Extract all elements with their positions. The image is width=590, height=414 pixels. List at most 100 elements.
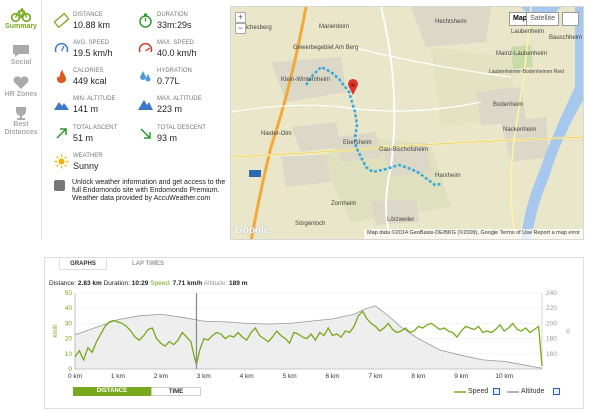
nav-distances-label: Distances [4, 129, 38, 136]
x-tick-label: 10 km [495, 373, 513, 380]
mountain-min-icon [54, 102, 69, 110]
stopwatch-icon [139, 13, 152, 28]
legend-speed-label: Speed [468, 388, 489, 395]
x-tick-label: 3 km [197, 373, 211, 380]
map-place-label: Zornheim [331, 201, 357, 207]
stat-max-altitude-label: MAX. ALTITUDE [157, 96, 202, 102]
stat-distance: DISTANCE 10.88 km [54, 12, 144, 34]
y-tick-label: 10 [65, 351, 73, 358]
legend-altitude-swatch [507, 391, 519, 393]
stat-max-altitude: MAX. ALTITUDE 223 m [138, 96, 228, 118]
stat-duration-value: 33m:29s [157, 20, 192, 30]
tab-lap-times[interactable]: LAP TIMES [132, 261, 164, 267]
stat-weather-value: Sunny [73, 161, 99, 171]
stat-max-speed-label: MAX. SPEED [157, 40, 194, 46]
nav-social[interactable]: Social [0, 44, 42, 67]
stat-calories-label: CALORIES [73, 68, 104, 74]
speed-checkbox[interactable] [493, 388, 500, 395]
x-tick-label: 4 km [240, 373, 254, 380]
info-distance-label: Distance: [49, 280, 77, 287]
altitude-checkbox[interactable] [553, 388, 560, 395]
y2-tick-label: 160 [546, 351, 557, 358]
map-place-label: Klein-Winternheim [281, 77, 331, 83]
zoom-out-button[interactable]: − [235, 23, 246, 34]
x-tick-label: 6 km [325, 373, 339, 380]
map-place-label: Mainz-Laubenheim [496, 51, 548, 57]
y-tick-label: 0 [68, 366, 72, 373]
map-place-label: Hechtsheim [435, 19, 467, 25]
graph-panel: GRAPHS LAP TIMES Distance: 2.83 km Durat… [44, 257, 584, 409]
speedometer-icon [54, 42, 69, 53]
info-duration-label: Duration: [103, 280, 130, 287]
unlock-text[interactable]: Unlock weather information and get acces… [72, 179, 226, 194]
stat-max-speed: MAX. SPEED 40.0 km/h [138, 40, 228, 62]
map-place-label: Bodenheim [493, 102, 524, 108]
map-place-label: Sörgenloch [295, 221, 326, 227]
route-map[interactable]: Leichesberg Marienborn Hechtsheim Lauben… [230, 6, 584, 240]
nav-summary[interactable]: Summary [0, 8, 42, 31]
stat-total-descent-label: TOTAL DESCENT [157, 125, 206, 131]
heart-icon [13, 76, 29, 89]
y2-tick-label: 240 [546, 290, 557, 297]
y2-axis-label: m [566, 329, 572, 334]
y-tick-label: 20 [65, 336, 73, 343]
mountain-max-icon [138, 100, 153, 110]
stat-hydration: HYDRATION 0.77L [138, 68, 228, 90]
stat-total-ascent: TOTAL ASCENT 51 m [54, 125, 144, 147]
map-type-satellite-button[interactable]: Satellite [526, 12, 559, 26]
map-canvas[interactable] [231, 7, 584, 240]
stat-hydration-value: 0.77L [157, 76, 180, 86]
y-axis-label: km/h [53, 324, 59, 337]
info-duration-value: 10:29 [131, 280, 149, 287]
left-nav: Summary Social HR Zones Best Distances [0, 0, 42, 240]
nav-social-label: Social [10, 59, 32, 66]
descent-arrow-icon [140, 128, 151, 139]
toggle-time-button[interactable]: TIME [151, 387, 201, 396]
toggle-distance-button[interactable]: DISTANCE [73, 387, 151, 396]
info-distance-value: 2.83 km [77, 280, 102, 287]
stat-calories: CALORIES 449 kcal [54, 68, 144, 90]
map-place-label: Lörzweiler [387, 217, 415, 223]
nav-hr-zones[interactable]: HR Zones [0, 76, 42, 99]
stat-total-ascent-label: TOTAL ASCENT [73, 125, 118, 131]
nav-summary-label: Summary [5, 23, 37, 30]
y-tick-label: 50 [65, 290, 73, 297]
stat-weather-label: WEATHER [73, 153, 103, 159]
info-altitude-label: Altitude: [203, 280, 228, 287]
sun-icon [54, 154, 69, 169]
y2-tick-label: 180 [546, 336, 557, 343]
droplet-icon [140, 71, 151, 82]
nav-best-distances[interactable]: Best Distances [0, 106, 42, 137]
x-tick-label: 7 km [368, 373, 382, 380]
weather-provider-text: Weather data provided by AccuWeather.com [72, 195, 211, 202]
zoom-in-button[interactable]: + [235, 12, 246, 23]
nav-hr-zones-label: HR Zones [4, 91, 38, 98]
info-altitude-value: 189 m [229, 280, 248, 287]
stat-total-descent: TOTAL DESCENT 93 m [138, 125, 228, 147]
map-place-label: Harxheim [435, 173, 461, 179]
stat-weather: WEATHER Sunny [54, 153, 144, 175]
map-place-label: Bauschheim [549, 35, 583, 41]
map-place-label: Leichesberg [239, 25, 272, 31]
stat-total-descent-value: 93 m [157, 133, 178, 143]
stat-distance-value: 10.88 km [73, 20, 111, 30]
fullscreen-button[interactable] [562, 12, 579, 26]
distance-icon [54, 13, 69, 28]
speed-altitude-chart[interactable]: 0 10 20 30 40 50 160 180 200 220 240 0 km 1 km 2 km 3 … [45, 258, 585, 410]
tab-graphs[interactable]: GRAPHS [59, 258, 107, 270]
map-place-label: Ebersheim [343, 140, 372, 146]
map-attribution[interactable]: Map data ©2014 GeoBasis-DE/BKG (©2009), … [364, 229, 583, 239]
x-tick-label: 8 km [411, 373, 425, 380]
y2-tick-label: 200 [546, 320, 557, 327]
stat-duration-label: DURATION [157, 12, 188, 18]
map-place-label: Marienborn [319, 24, 350, 30]
map-place-label: Gau-Bischofsheim [379, 147, 429, 153]
legend-speed-swatch [454, 391, 466, 393]
stat-avg-speed-label: AVG. SPEED [73, 40, 109, 46]
map-place-label: Gewerbegebiet Am Berg [293, 45, 359, 51]
stat-max-altitude-value: 223 m [157, 104, 183, 114]
stat-max-speed-value: 40.0 km/h [157, 48, 197, 58]
stat-duration: DURATION 33m:29s [138, 12, 228, 34]
speedometer-max-icon [138, 42, 153, 53]
stat-distance-label: DISTANCE [73, 12, 103, 18]
